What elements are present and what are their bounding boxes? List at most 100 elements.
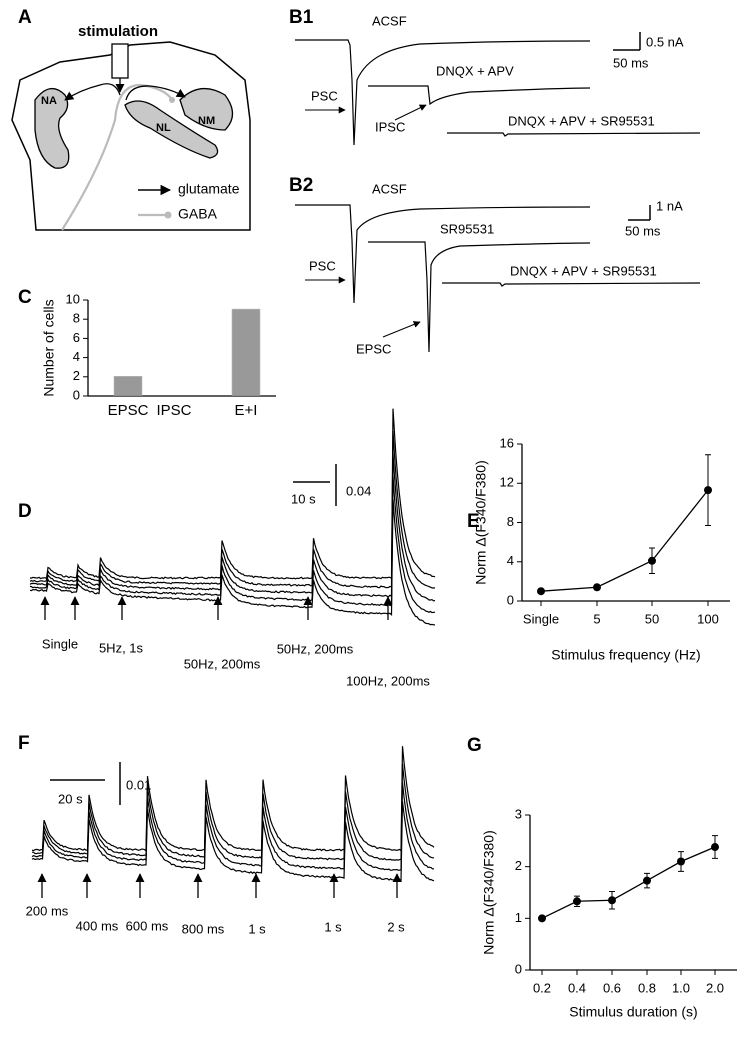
trace-label: ACSF (372, 13, 407, 28)
trace-label: DNQX + APV + SR95531 (510, 263, 657, 278)
y-tick-label: 2 (73, 368, 80, 383)
y-tick-label: 10 (66, 291, 80, 306)
current-traces (295, 32, 701, 353)
data-point (537, 587, 545, 596)
y-tick-label: 0 (507, 592, 514, 607)
data-point (648, 556, 656, 565)
data-point (711, 843, 719, 852)
panel-label: C (18, 287, 32, 308)
data-point (704, 486, 712, 495)
trace-label: DNQX + APV (436, 63, 514, 78)
stimulus-label: 200 ms (26, 903, 69, 918)
arrow-label: IPSC (375, 119, 405, 134)
x-tick-label: Single (523, 611, 559, 626)
stimulus-label: 1 s (324, 919, 342, 934)
y-tick-label: 1 (515, 910, 522, 925)
trace-label: DNQX + APV + SR95531 (508, 113, 655, 128)
trace (29, 430, 436, 589)
y-axis-label: Norm Δ(F340/F380) (481, 830, 497, 955)
y-tick-label: 2 (515, 858, 522, 873)
region-label: NA (41, 95, 57, 107)
scale-bar (50, 464, 337, 805)
panel-label: A (18, 7, 32, 28)
y-tick-label: 12 (500, 475, 514, 490)
panel-label: B2 (289, 175, 313, 196)
y-tick-label: 4 (507, 553, 514, 568)
stimulus-label: 2 s (387, 919, 405, 934)
y-tick-label: 16 (500, 435, 514, 450)
scale-label: 0.01 (126, 777, 151, 792)
x-tick-label: 0.4 (568, 980, 586, 995)
trace (29, 476, 435, 614)
slice-diagram (11, 41, 251, 231)
stimulus-label: 50Hz, 200ms (277, 641, 354, 656)
stimulus-label: Single (42, 636, 78, 651)
x-tick-label: E+I (235, 402, 258, 419)
y-tick-label: 3 (515, 806, 522, 821)
x-tick-label: 5 (593, 611, 600, 626)
x-tick-label: EPSC (108, 402, 149, 419)
y-tick-label: 4 (73, 349, 80, 364)
y-tick-label: 8 (507, 514, 514, 529)
trace (31, 801, 435, 883)
label: stimulation (78, 23, 158, 40)
y-tick-label: 0 (73, 387, 80, 402)
scale-label: 50 ms (625, 223, 661, 238)
data-line (541, 846, 716, 919)
region-label: NL (156, 122, 171, 134)
ratio-traces (31, 746, 435, 883)
x-tick-label: 1.0 (672, 980, 690, 995)
data-point (608, 896, 616, 905)
panel-label: B1 (289, 7, 314, 28)
arrow-label: EPSC (356, 341, 391, 356)
trace-label: ACSF (372, 181, 407, 196)
data-line (540, 489, 709, 592)
legend-label: glutamate (178, 181, 240, 197)
trace (29, 453, 436, 602)
scale-label: 20 s (58, 791, 83, 806)
x-tick-label: 0.8 (638, 980, 656, 995)
ratio-traces (29, 408, 436, 626)
x-tick-label: 50 (645, 611, 659, 626)
stimulus-label: 100Hz, 200ms (346, 673, 430, 688)
region-label: NM (198, 115, 215, 127)
bar (231, 308, 261, 396)
y-axis-label: Norm Δ(F340/F380) (473, 460, 489, 585)
x-axis-label: Stimulus duration (s) (569, 1004, 697, 1020)
x-tick-label: 2.0 (706, 980, 724, 995)
panel-label: D (18, 501, 32, 522)
scale-label: 10 s (291, 491, 316, 506)
arrow-label: PSC (309, 258, 336, 273)
scale-label: 1 nA (656, 198, 683, 213)
trace (31, 746, 435, 852)
arrow-label: PSC (311, 88, 338, 103)
x-tick-label: 0.6 (603, 980, 621, 995)
scale-label: 50 ms (613, 55, 649, 70)
data-point (643, 876, 651, 885)
panel-label: E (467, 511, 480, 532)
panel-label: F (18, 733, 30, 754)
trace (31, 782, 435, 871)
stimulus-label: 5Hz, 1s (99, 640, 144, 655)
data-point (677, 857, 685, 866)
trace (29, 408, 436, 580)
y-tick-label: 6 (73, 330, 80, 345)
x-tick-label: IPSC (156, 402, 191, 419)
y-axis-label: Number of cells (41, 299, 57, 396)
panel-label: G (467, 735, 482, 756)
stimulus-label: 400 ms (76, 918, 119, 933)
trace (32, 763, 434, 861)
data-point (538, 914, 546, 923)
y-tick-label: 0 (515, 961, 522, 976)
y-tick-label: 8 (73, 311, 80, 326)
x-tick-label: 100 (697, 611, 719, 626)
scale-label: 0.5 nA (646, 34, 684, 49)
stimulus-label: 50Hz, 200ms (184, 656, 261, 671)
x-axis-label: Stimulus frequency (Hz) (551, 647, 700, 663)
stimulus-label: 800 ms (182, 921, 225, 936)
legend-label: GABA (178, 206, 218, 222)
data-point (593, 583, 601, 592)
x-tick-label: 0.2 (533, 980, 551, 995)
